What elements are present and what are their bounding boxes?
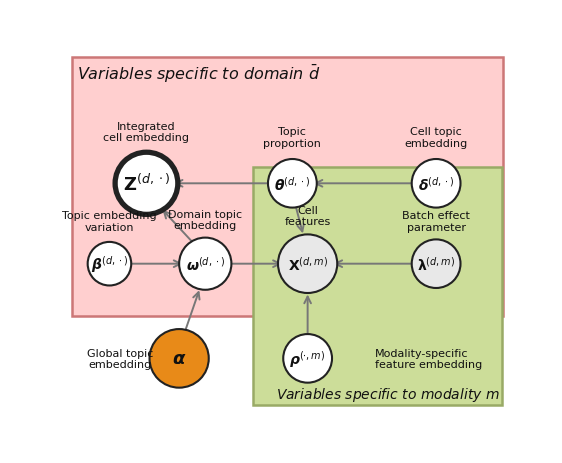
Text: Batch effect
parameter: Batch effect parameter <box>402 211 470 232</box>
Text: $\boldsymbol{\lambda}^{(d,m)}$: $\boldsymbol{\lambda}^{(d,m)}$ <box>417 255 455 273</box>
Ellipse shape <box>412 160 460 208</box>
Text: Cell topic
embedding: Cell topic embedding <box>405 127 468 148</box>
Text: $\mathbf{Z}^{(d,\cdot)}$: $\mathbf{Z}^{(d,\cdot)}$ <box>123 173 170 194</box>
Bar <box>253 168 502 405</box>
Ellipse shape <box>179 238 232 290</box>
Ellipse shape <box>115 153 178 215</box>
Text: Variables specific to modality $m$: Variables specific to modality $m$ <box>275 385 499 403</box>
Text: Variables specific to domain $\bar{d}$: Variables specific to domain $\bar{d}$ <box>77 63 320 85</box>
Text: $\boldsymbol{\omega}^{(d,\cdot)}$: $\boldsymbol{\omega}^{(d,\cdot)}$ <box>186 255 225 273</box>
Text: Cell
features: Cell features <box>284 205 331 227</box>
Text: $\boldsymbol{\beta}^{(d,\cdot)}$: $\boldsymbol{\beta}^{(d,\cdot)}$ <box>91 254 128 275</box>
Text: $\boldsymbol{\delta}^{(d,\cdot)}$: $\boldsymbol{\delta}^{(d,\cdot)}$ <box>418 175 454 193</box>
Text: $\boldsymbol{\theta}^{(d,\cdot)}$: $\boldsymbol{\theta}^{(d,\cdot)}$ <box>274 175 311 193</box>
Text: $\mathbf{X}^{(d,m)}$: $\mathbf{X}^{(d,m)}$ <box>288 255 328 273</box>
Bar <box>72 58 503 317</box>
Text: $\boldsymbol{\rho}^{(\cdot,m)}$: $\boldsymbol{\rho}^{(\cdot,m)}$ <box>289 348 326 369</box>
Text: Topic embedding
variation: Topic embedding variation <box>62 211 157 232</box>
Ellipse shape <box>278 235 337 294</box>
Text: Global topic
embedding: Global topic embedding <box>87 348 153 369</box>
Ellipse shape <box>149 329 209 388</box>
Text: $\boldsymbol{\alpha}$: $\boldsymbol{\alpha}$ <box>172 350 187 368</box>
Ellipse shape <box>412 240 460 288</box>
Text: Modality-specific
feature embedding: Modality-specific feature embedding <box>375 348 482 369</box>
Text: Domain topic
embedding: Domain topic embedding <box>168 209 242 231</box>
Ellipse shape <box>88 242 131 286</box>
Text: Topic
proportion: Topic proportion <box>264 127 321 148</box>
Ellipse shape <box>268 160 317 208</box>
Text: Integrated
cell embedding: Integrated cell embedding <box>103 121 189 143</box>
Ellipse shape <box>283 334 332 383</box>
